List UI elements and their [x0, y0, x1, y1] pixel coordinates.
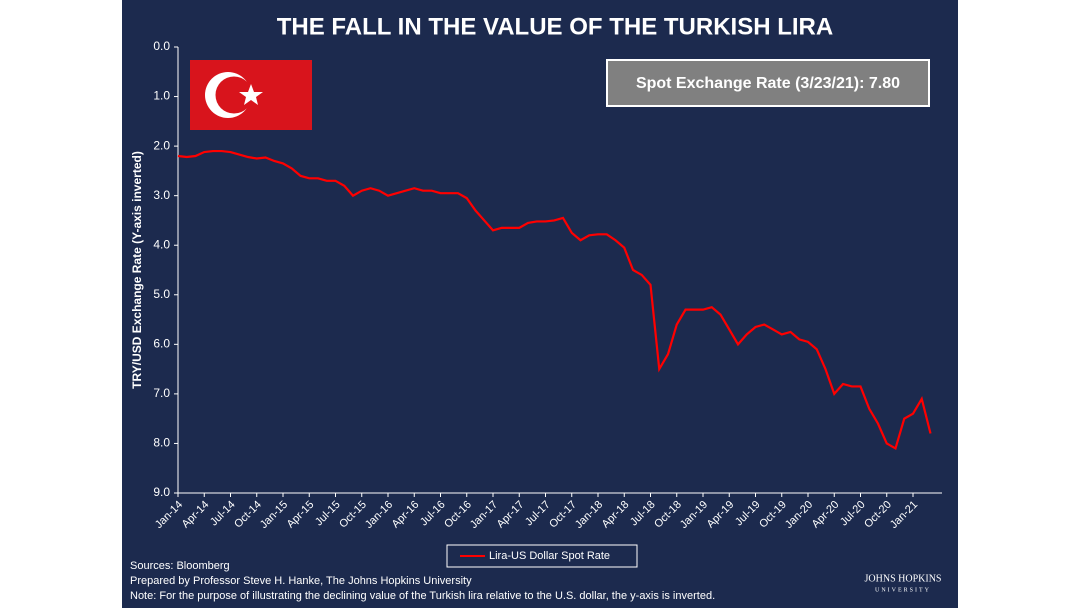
note: Note: For the purpose of illustrating th… — [130, 590, 715, 602]
y-tick-label: 0.0 — [153, 39, 170, 53]
y-tick-label: 7.0 — [153, 386, 170, 400]
chart-title: THE FALL IN THE VALUE OF THE TURKISH LIR… — [277, 13, 833, 40]
y-axis-label: TRY/USD Exchange Rate (Y-axis inverted) — [130, 151, 144, 389]
y-tick-label: 2.0 — [153, 138, 170, 152]
y-tick-label: 5.0 — [153, 287, 170, 301]
note: Sources: Bloomberg — [130, 560, 230, 572]
legend-box — [446, 544, 638, 568]
y-tick-label: 4.0 — [153, 237, 170, 251]
flag — [190, 60, 312, 130]
legend-label: Lira-US Dollar Spot Rate — [489, 550, 610, 562]
y-tick-label: 9.0 — [153, 485, 170, 499]
y-tick-label: 1.0 — [153, 89, 170, 103]
annotation: Spot Exchange Rate (3/23/21): 7.80 — [636, 75, 900, 92]
y-tick-label: 8.0 — [153, 436, 170, 450]
annotation-box — [606, 59, 930, 107]
y-tick-label: 6.0 — [153, 337, 170, 351]
y-tick-label: 3.0 — [153, 188, 170, 202]
line — [177, 149, 932, 451]
logo: JOHNS HOPKINS — [865, 573, 942, 584]
logo: UNIVERSITY — [875, 587, 931, 593]
note: Prepared by Professor Steve H. Hanke, Th… — [130, 575, 472, 587]
